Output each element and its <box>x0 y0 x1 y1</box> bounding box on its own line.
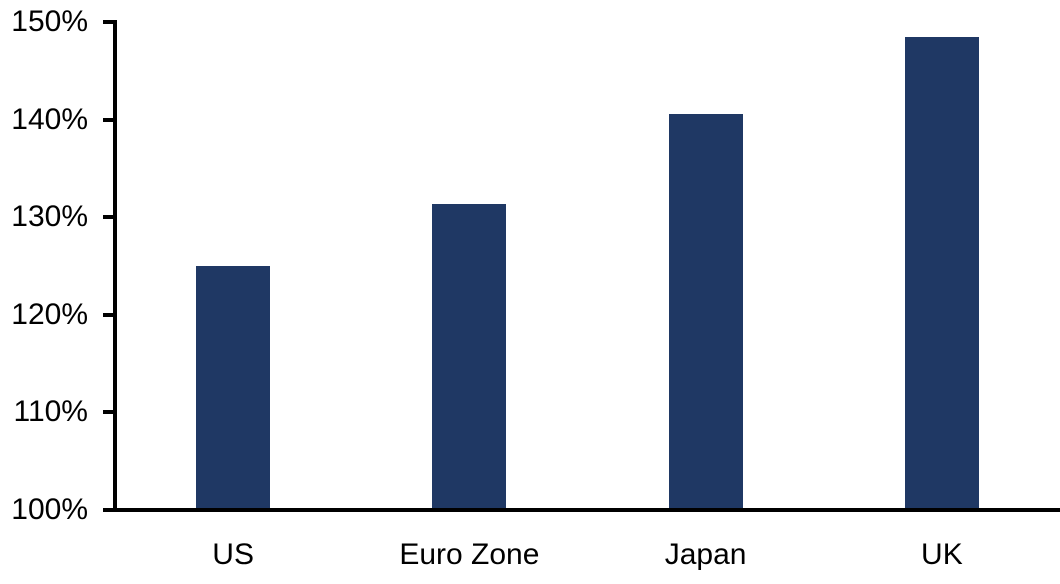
y-tick-label-130: 130% <box>11 200 88 234</box>
y-tick-label-150: 150% <box>11 5 88 38</box>
x-category-label-euro-zone: Euro Zone <box>399 538 540 571</box>
y-tick-mark-140 <box>103 117 115 122</box>
x-axis-line <box>103 508 1060 512</box>
y-tick-mark-150 <box>103 20 115 24</box>
bar-us <box>196 266 271 510</box>
y-tick-label-140: 140% <box>11 102 88 136</box>
x-category-label-japan: Japan <box>664 538 747 571</box>
y-tick-mark-130 <box>103 215 115 220</box>
x-category-label-us: US <box>212 538 254 571</box>
y-axis-line <box>113 20 117 512</box>
y-tick-label-100: 100% <box>11 493 88 526</box>
y-tick-mark-120 <box>103 312 115 317</box>
y-tick-label-120: 120% <box>11 297 88 331</box>
bar-japan <box>668 113 743 510</box>
x-category-label-uk: UK <box>921 538 963 571</box>
bar-uk <box>904 36 979 510</box>
y-tick-mark-110 <box>103 410 115 415</box>
bar-euro-zone <box>432 203 507 510</box>
y-tick-label-110: 110% <box>13 395 88 429</box>
